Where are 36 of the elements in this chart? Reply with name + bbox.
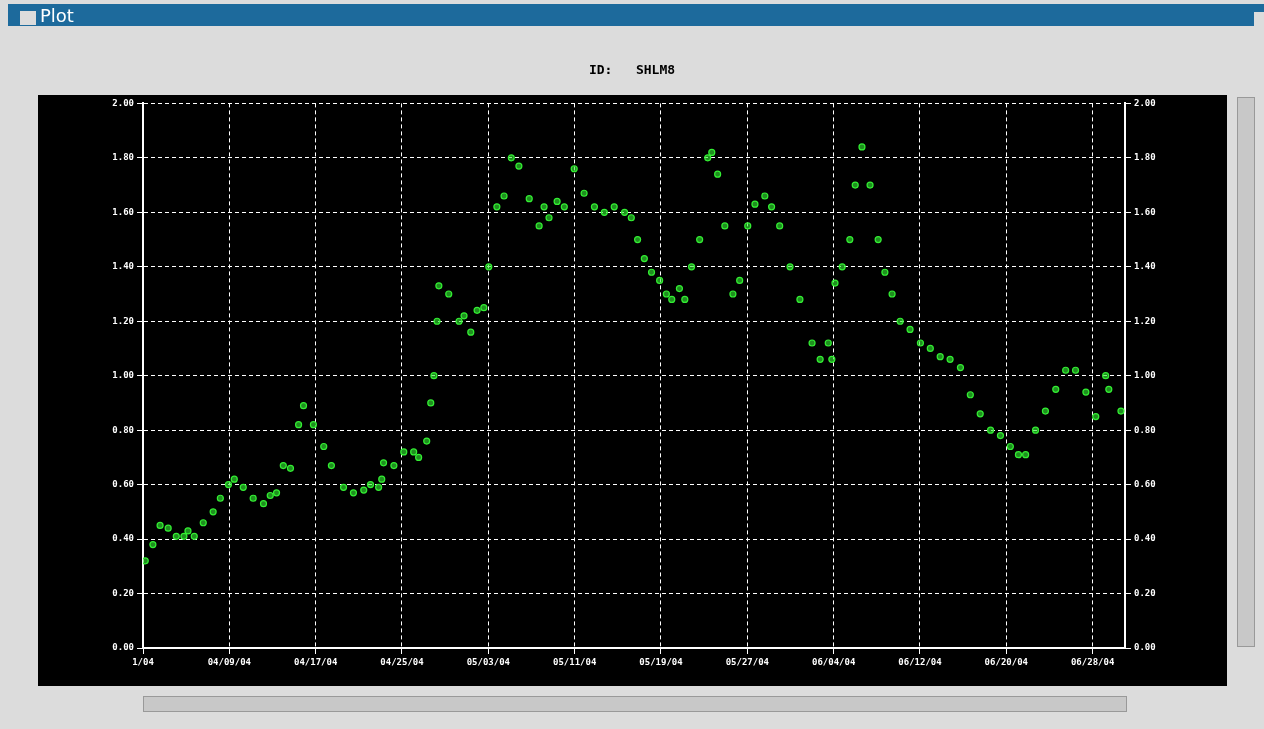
y2-tick-label: 0.00	[1134, 642, 1156, 653]
x-tick-label: 06/12/04	[898, 656, 943, 667]
x-tick-label: 1/04	[132, 656, 155, 667]
x-tick-label: 06/20/04	[984, 656, 1029, 667]
y-tick-label: 0.20	[112, 587, 134, 598]
y2-tick-label: 2.00	[1134, 97, 1156, 108]
text: Plot	[40, 5, 74, 26]
y-tick-label: 1.20	[112, 315, 134, 326]
y2-tick-label: 1.80	[1134, 152, 1156, 163]
y-tick-label: 0.00	[112, 642, 134, 653]
x-tick-label: 05/19/04	[639, 656, 684, 667]
y-tick-label: 0.40	[112, 533, 134, 544]
y2-tick-label: 0.20	[1134, 587, 1156, 598]
y2-tick-label: 1.40	[1134, 261, 1156, 272]
y2-tick-label: 1.00	[1134, 370, 1156, 381]
x-tick-label: 06/28/04	[1070, 656, 1115, 667]
y2-tick-label: 0.80	[1134, 424, 1156, 435]
y-tick-label: 2.00	[112, 97, 134, 108]
y-tick-label: 1.40	[112, 261, 134, 272]
x-tick-label: 04/25/04	[380, 656, 425, 667]
x-tick-label: 05/11/04	[552, 656, 597, 667]
y2-tick-label: 0.40	[1134, 533, 1156, 544]
x-tick-label: 05/27/04	[725, 656, 770, 667]
y-tick-label: 1.60	[112, 206, 134, 217]
y2-tick-label: 0.60	[1134, 478, 1156, 489]
y2-tick-label: 1.20	[1134, 315, 1156, 326]
y2-tick-label: 1.60	[1134, 206, 1156, 217]
x-tick-label: 06/04/04	[811, 656, 856, 667]
x-tick-label: 04/17/04	[293, 656, 338, 667]
chart-title: ID: SHLM8	[587, 62, 677, 77]
y-tick-label: 1.00	[112, 370, 134, 381]
y-tick-label: 0.60	[112, 478, 134, 489]
x-tick-label: 05/03/04	[466, 656, 511, 667]
y-tick-label: 0.80	[112, 424, 134, 435]
x-tick-label: 04/09/04	[207, 656, 252, 667]
y-tick-label: 1.80	[112, 152, 134, 163]
